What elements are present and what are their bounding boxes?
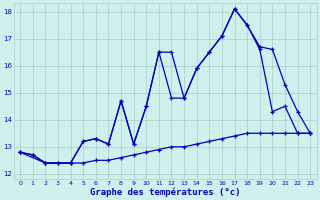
X-axis label: Graphe des températures (°c): Graphe des températures (°c) [90, 187, 240, 197]
